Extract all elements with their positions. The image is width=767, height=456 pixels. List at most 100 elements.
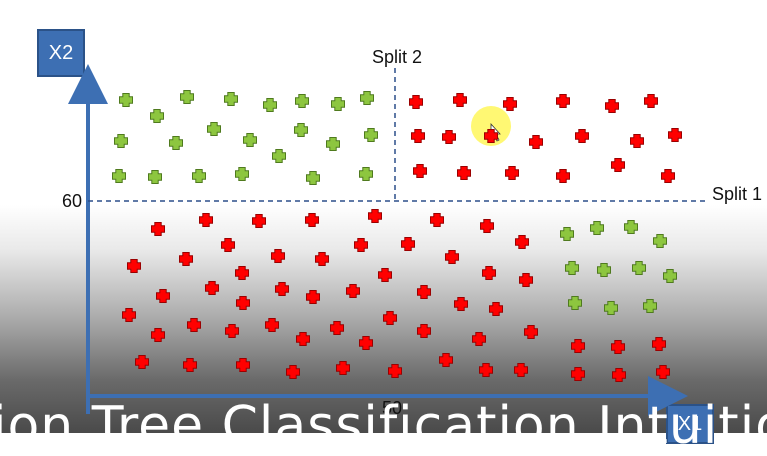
red-plus-icon [330,321,344,335]
green-plus-icon [597,263,611,277]
red-plus-icon [409,95,423,109]
x-axis-label: X1 [677,412,703,435]
green-plus-icon [235,167,249,181]
red-plus-icon [472,332,486,346]
red-plus-icon [571,339,585,353]
green-plus-icon [119,93,133,107]
red-plus-icon [644,94,658,108]
red-plus-icon [183,358,197,372]
red-plus-icon [199,213,213,227]
scatter-plot: Split 2 Split 1 60 50 [62,47,762,418]
green-plus-icon [663,269,677,283]
red-plus-icon [346,284,360,298]
red-plus-icon [296,332,310,346]
green-plus-icon [590,221,604,235]
red-plus-icon [442,130,456,144]
green-plus-icon [560,227,574,241]
red-plus-icon [556,94,570,108]
red-plus-icon [480,219,494,233]
red-plus-icon [127,259,141,273]
green-plus-icon [294,123,308,137]
red-plus-icon [275,282,289,296]
red-plus-icon [306,290,320,304]
green-plus-icon [565,261,579,275]
red-plus-icon [571,367,585,381]
red-plus-icon [305,213,319,227]
red-plus-icon [413,164,427,178]
data-points [112,90,682,382]
red-plus-icon [611,340,625,354]
green-plus-icon [295,94,309,108]
green-plus-icon [114,134,128,148]
green-plus-icon [653,234,667,248]
red-plus-icon [630,134,644,148]
red-plus-icon [205,281,219,295]
green-plus-icon [359,167,373,181]
red-plus-icon [611,158,625,172]
red-plus-icon [656,365,670,379]
red-plus-icon [445,250,459,264]
green-plus-icon [326,137,340,151]
red-plus-icon [417,324,431,338]
green-plus-icon [243,133,257,147]
red-plus-icon [503,97,517,111]
red-plus-icon [484,129,498,143]
green-plus-icon [306,171,320,185]
red-plus-icon [271,249,285,263]
red-plus-icon [457,166,471,180]
green-plus-icon [331,97,345,111]
green-plus-icon [360,91,374,105]
red-plus-icon [605,99,619,113]
red-plus-icon [179,252,193,266]
red-plus-icon [122,308,136,322]
green-plus-icon [643,299,657,313]
red-plus-icon [556,169,570,183]
red-plus-icon [519,273,533,287]
red-plus-icon [151,222,165,236]
split1-value: 60 [62,191,82,211]
slide-caption: ion Tree Classification Intuition [0,396,767,456]
red-plus-icon [286,365,300,379]
green-plus-icon [364,128,378,142]
red-plus-icon [368,209,382,223]
red-plus-icon [221,238,235,252]
green-plus-icon [272,149,286,163]
green-plus-icon [624,220,638,234]
split2-label: Split 2 [372,47,422,67]
red-plus-icon [235,266,249,280]
green-plus-icon [568,296,582,310]
split2-value: 50 [382,398,402,418]
red-plus-icon [156,289,170,303]
y-axis-label-box: X2 [37,29,85,77]
green-plus-icon [604,301,618,315]
red-plus-icon [225,324,239,338]
red-plus-icon [236,296,250,310]
red-plus-icon [315,252,329,266]
green-plus-icon [150,109,164,123]
red-plus-icon [439,353,453,367]
green-plus-icon [207,122,221,136]
red-plus-icon [388,364,402,378]
red-plus-icon [411,129,425,143]
slide-canvas: X2 X1 Split 2 Split 1 60 50 ion Tree Cla… [0,0,767,444]
red-plus-icon [252,214,266,228]
red-plus-icon [575,129,589,143]
red-plus-icon [187,318,201,332]
red-plus-icon [236,358,250,372]
green-plus-icon [180,90,194,104]
red-plus-icon [151,328,165,342]
red-plus-icon [378,268,392,282]
red-plus-icon [652,337,666,351]
red-plus-icon [454,297,468,311]
red-plus-icon [354,238,368,252]
red-plus-icon [265,318,279,332]
red-plus-icon [359,336,373,350]
red-plus-icon [482,266,496,280]
red-plus-icon [417,285,431,299]
green-plus-icon [169,136,183,150]
green-plus-icon [148,170,162,184]
red-plus-icon [661,169,675,183]
red-plus-icon [430,213,444,227]
red-plus-icon [668,128,682,142]
red-plus-icon [453,93,467,107]
